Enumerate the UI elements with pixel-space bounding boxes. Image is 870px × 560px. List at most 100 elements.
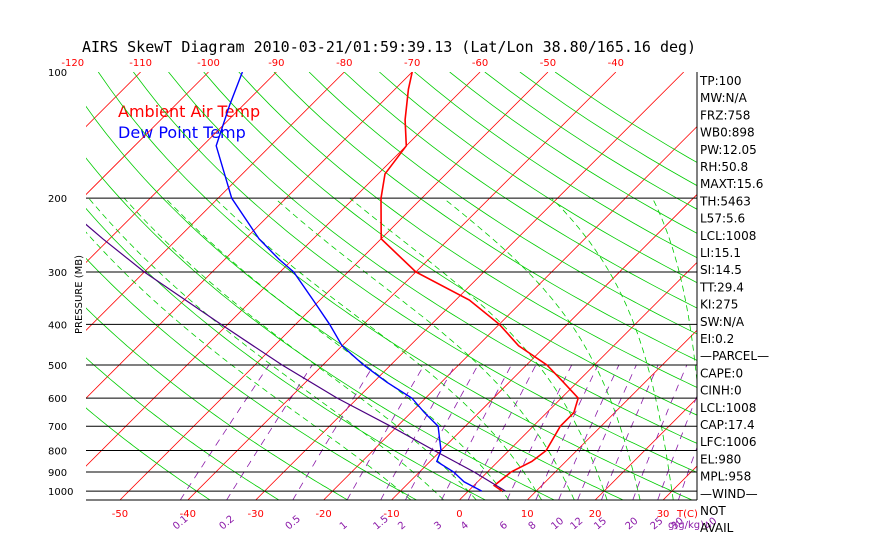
bottom-temp-tick-label: -20 — [315, 509, 331, 520]
bottom-temp-tick-label: 0 — [456, 509, 462, 520]
index-entry: EI:0.2 — [700, 332, 734, 346]
mixing-ratio-tick-label: 0.2 — [217, 514, 236, 533]
moist-adiabat-line — [214, 197, 542, 500]
isotherm-line — [526, 329, 697, 500]
index-entry: TH:5463 — [699, 194, 751, 208]
mixing-ratio-tick-label: 2 — [396, 520, 408, 533]
index-entry: CAPE:0 — [700, 366, 743, 380]
index-entry: —WIND— — [700, 487, 758, 501]
mixing-ratio-tick-label: 20 — [624, 516, 641, 533]
mixing-ratio-tick-label: 3 — [432, 520, 444, 533]
top-temp-tick-label: -90 — [268, 58, 284, 69]
moist-adiabat-line — [88, 197, 444, 500]
index-entry: —PARCEL— — [700, 349, 769, 363]
index-entry: FRZ:758 — [700, 108, 750, 122]
dry-adiabat-line — [379, 72, 697, 284]
index-entry: LCL:1008 — [700, 401, 756, 415]
pressure-tick-label: 200 — [48, 194, 67, 205]
dry-adiabat-line — [86, 105, 624, 500]
dry-adiabat-line — [97, 72, 693, 500]
top-temp-tick-label: -120 — [61, 58, 84, 69]
isotherm-line — [662, 465, 697, 500]
index-entry: L57:5.6 — [700, 212, 745, 226]
dry-adiabat-line — [343, 72, 697, 309]
index-entry: TT:29.4 — [699, 280, 744, 294]
isotherm-line — [323, 126, 697, 500]
bottom-temp-tick-label: -30 — [248, 509, 264, 520]
index-entry: PW:12.05 — [700, 143, 757, 157]
mixing-ratio-line — [179, 364, 270, 500]
bottom-temp-tick-label: 20 — [589, 509, 602, 520]
index-entry: LFC:1006 — [700, 435, 757, 449]
moist-adiabat-line — [443, 197, 641, 500]
series-line-parcel — [86, 223, 506, 492]
mixing-ratio-tick-label: 4 — [459, 520, 471, 533]
y-axis-label: PRESSURE (MB) — [74, 255, 85, 334]
index-entry: SI:14.5 — [700, 263, 742, 277]
legend-ambient-air-temp: Ambient Air Temp — [118, 102, 260, 121]
isotherm-line — [86, 72, 209, 196]
isotherm-line — [86, 72, 413, 399]
series-line-dew-point-temp — [215, 72, 483, 492]
isotherm-line — [86, 72, 345, 331]
dry-adiabat-line — [273, 72, 697, 361]
x-axis-label: T(C) — [676, 509, 698, 520]
mixing-ratio-line — [506, 364, 573, 500]
moist-adiabat-line — [349, 197, 608, 500]
pressure-tick-label: 900 — [48, 468, 67, 479]
top-temp-tick-label: -70 — [404, 58, 420, 69]
mixing-ratio-line — [405, 364, 479, 500]
top-temp-tick-label: -80 — [336, 58, 352, 69]
index-entry: LI:15.1 — [700, 246, 741, 260]
bottom-temp-tick-label: -50 — [112, 509, 128, 520]
pressure-tick-label: 700 — [48, 422, 67, 433]
mixing-ratio-line — [226, 364, 313, 500]
index-entry: LCL:1008 — [700, 229, 756, 243]
isotherm-line — [86, 72, 481, 467]
mixing-ratio-tick-label: 12 — [568, 516, 585, 533]
index-entry: WB0:898 — [700, 126, 755, 140]
pressure-tick-label: 100 — [48, 68, 67, 79]
pressure-tick-label: 1000 — [48, 487, 73, 498]
moist-adiabat-line — [551, 197, 674, 500]
moist-adiabat-line — [274, 197, 575, 500]
isotherm-line — [0, 72, 5, 500]
bottom-temp-tick-label: 30 — [657, 509, 670, 520]
mixing-ratio-line — [380, 364, 456, 500]
mixing-ratio-line — [577, 364, 637, 500]
dry-adiabat-line — [86, 357, 280, 500]
mixing-ratio-line — [632, 364, 688, 500]
index-entry: MW:N/A — [700, 91, 748, 105]
dry-adiabat-line — [203, 72, 697, 416]
mixing-ratio-line — [346, 364, 425, 500]
dry-adiabat-line — [133, 72, 697, 473]
legend-dew-point-temp: Dew Point Temp — [118, 123, 246, 142]
index-entry: CAP:17.4 — [700, 418, 755, 432]
chart-title: AIRS SkewT Diagram 2010-03-21/01:59:39.1… — [82, 38, 696, 56]
index-entry: EL:980 — [700, 452, 741, 466]
pressure-tick-label: 400 — [48, 320, 67, 331]
isotherm-line — [255, 72, 685, 500]
isotherm-line — [119, 72, 549, 500]
top-temp-tick-label: -110 — [129, 58, 152, 69]
dry-adiabat-line — [414, 72, 697, 259]
bottom-temp-tick-label: 10 — [521, 509, 534, 520]
bottom-temp-tick-label: -40 — [180, 509, 196, 520]
series-line-ambient-air-temp — [380, 72, 580, 492]
pressure-tick-label: 800 — [48, 447, 67, 458]
moist-adiabat-line — [165, 197, 510, 500]
mixing-ratio-tick-label: 8 — [527, 520, 539, 533]
index-entry: MAXT:15.6 — [700, 177, 763, 191]
isotherm-line — [594, 397, 697, 500]
bottom-temp-tick-label: -10 — [383, 509, 399, 520]
isotherm-line — [0, 72, 73, 500]
mixing-ratio-line — [601, 364, 659, 500]
pressure-tick-label: 600 — [48, 394, 67, 405]
isotherm-line — [86, 72, 277, 263]
index-entry: CINH:0 — [700, 384, 742, 398]
mixing-ratio-line — [558, 364, 620, 500]
isotherm-line — [187, 72, 617, 500]
mixing-ratio-line — [467, 364, 537, 500]
mixing-ratio-unit-label: g(g/kg) — [668, 520, 704, 531]
